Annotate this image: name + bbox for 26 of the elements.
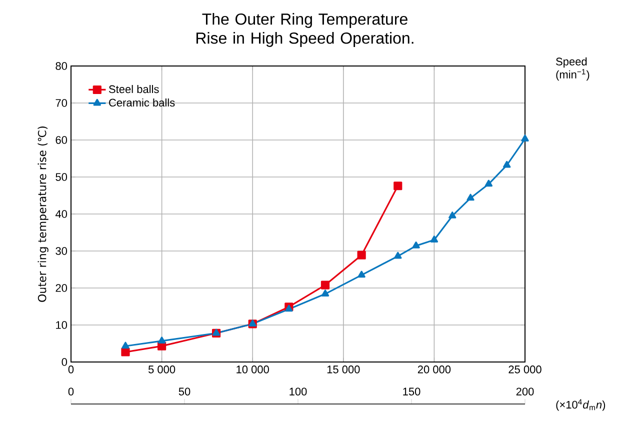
y-tick-label: 40 bbox=[55, 210, 68, 218]
x2-tick-label: 0 bbox=[68, 388, 74, 396]
x-tick-label: 10 000 bbox=[236, 366, 269, 374]
x-tick-label: 25 000 bbox=[508, 366, 542, 374]
x2-tick-label: 150 bbox=[403, 388, 420, 396]
legend-label: Ceramic balls bbox=[109, 98, 175, 107]
x2-axis-title: (×10$^{4}$d$_{m}$n) bbox=[556, 399, 606, 411]
x-tick-label: 5 000 bbox=[148, 366, 176, 374]
y-tick-label: 50 bbox=[56, 173, 68, 181]
x2-tick-label: 100 bbox=[290, 388, 307, 396]
y-tick-label: 20 bbox=[56, 284, 68, 292]
x2-tick-label: 200 bbox=[516, 388, 534, 396]
x-tick-label: 0 bbox=[68, 366, 74, 374]
x2-tick-label: 50 bbox=[178, 388, 190, 396]
y-tick-label: 60 bbox=[56, 136, 68, 144]
y-tick-label: 30 bbox=[56, 247, 68, 255]
x-axis-title: Speed (min$^{−1}$) bbox=[556, 57, 590, 81]
y-tick-label: 10 bbox=[56, 321, 68, 329]
legend-label: Steel balls bbox=[108, 85, 159, 94]
chart-title: The Outer Ring Temperature Rise in High Speed Operation. bbox=[196, 13, 414, 47]
x-tick-label: 20 000 bbox=[418, 366, 451, 374]
x-tick-label: 15 000 bbox=[327, 366, 360, 374]
y-tick-label: 80 bbox=[56, 62, 68, 70]
y-tick-label: 0 bbox=[62, 358, 68, 366]
y-axis-title: Outer ring temperature rise (℃) bbox=[38, 126, 48, 302]
y-tick-label: 70 bbox=[56, 99, 68, 107]
